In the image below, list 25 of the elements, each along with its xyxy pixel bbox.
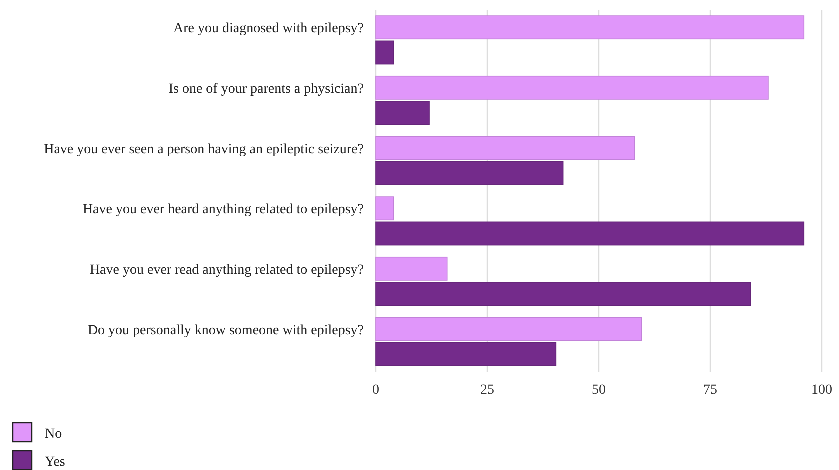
y-tick-label: Have you ever read anything related to epilepsy? (90, 262, 364, 278)
bar (376, 317, 642, 342)
bar (376, 196, 394, 221)
bar (376, 256, 448, 281)
bar (376, 282, 752, 306)
legend-label: No (45, 427, 62, 442)
y-tick-label: Have you ever seen a person having an epileptic seizure? (44, 142, 364, 158)
x-tick-label: 100 (812, 383, 832, 398)
bar (376, 342, 557, 366)
bar (376, 222, 805, 246)
bar (376, 76, 769, 100)
bar (376, 40, 394, 65)
x-tick-label: 75 (704, 383, 718, 398)
x-tick-label: 0 (372, 383, 380, 398)
y-tick-label: Is one of your parents a physician? (168, 82, 364, 97)
bar (376, 136, 636, 160)
y-tick-label: Are you diagnosed with epilepsy? (173, 22, 364, 37)
bar (376, 16, 805, 40)
legend-label: Yes (45, 455, 66, 470)
y-tick-label: Do you personally know someone with epilepsy? (88, 323, 364, 338)
y-tick-label: Have you ever heard anything related to epilepsy? (82, 202, 364, 218)
x-tick-label: 50 (592, 383, 606, 398)
x-tick-label: 25 (480, 383, 494, 398)
bar (376, 101, 430, 126)
bar (376, 161, 564, 186)
